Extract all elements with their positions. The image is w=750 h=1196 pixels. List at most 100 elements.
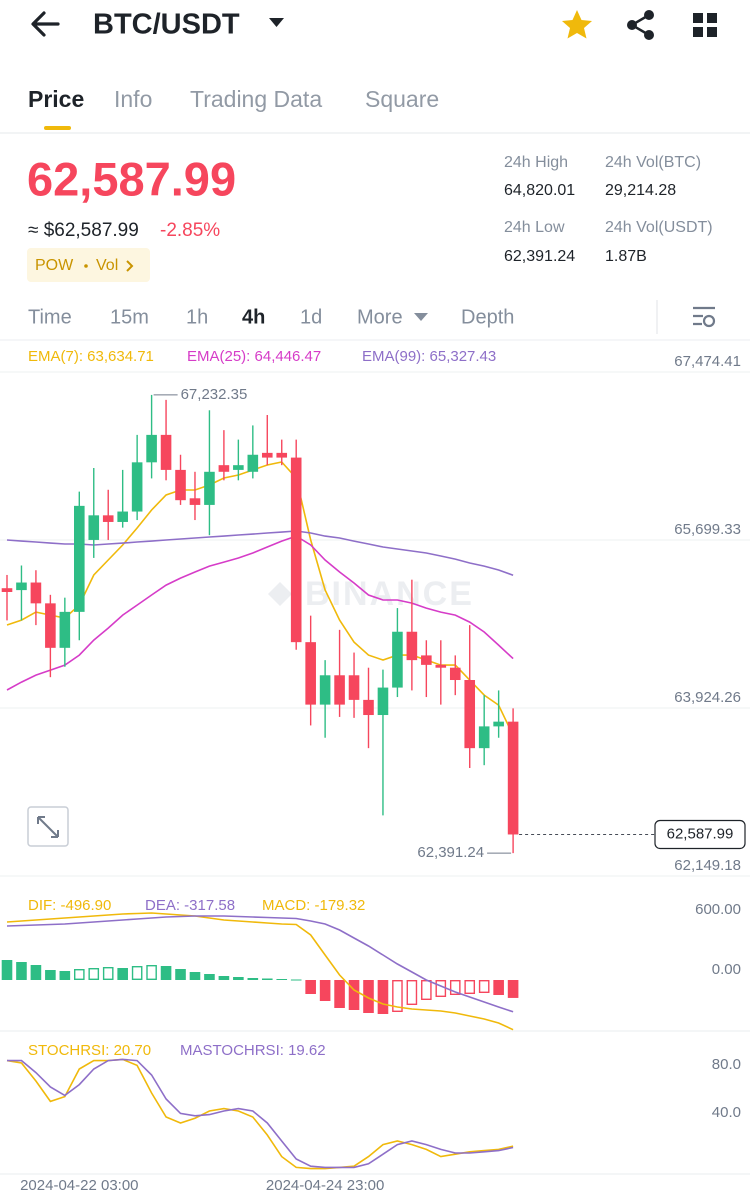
interval[interactable]: Time <box>28 306 72 328</box>
macd-bar <box>507 980 519 998</box>
tag: POW <box>35 257 74 274</box>
candle-body <box>363 699 374 716</box>
legend-entry: EMA(7): 63,634.71 <box>28 348 154 365</box>
stat-label: 24h Low <box>504 219 565 236</box>
macd-bar <box>493 980 504 995</box>
macd-bar <box>59 971 71 980</box>
candle-body <box>319 675 331 705</box>
candle-body <box>88 515 100 540</box>
stoch-line <box>7 1058 514 1169</box>
candle-body <box>334 675 345 705</box>
macd-bar <box>449 980 461 996</box>
candle-body <box>276 452 288 458</box>
annotation-label: 62,391.24 <box>417 844 484 861</box>
candle-body <box>160 434 172 470</box>
macd-bar <box>290 979 302 981</box>
candle-body <box>261 452 273 458</box>
macd-bar <box>218 976 230 980</box>
last-price-label: 62,587.99 <box>667 825 734 842</box>
interval[interactable]: 1d <box>300 306 322 328</box>
legend-entry: MASTOCHRSI: 19.62 <box>180 1042 326 1059</box>
pair-title[interactable]: BTC/USDT <box>93 9 240 41</box>
stat-value: 1.87B <box>605 248 647 265</box>
favorite-star[interactable] <box>562 10 592 39</box>
last-price: 62,587.99 <box>27 152 236 205</box>
candle-body <box>59 611 71 648</box>
more-dropdown[interactable] <box>414 313 428 321</box>
pair-dropdown[interactable] <box>269 18 284 27</box>
y-tick-label: 67,474.41 <box>674 353 741 370</box>
candle-body <box>290 457 302 643</box>
grid-cell <box>693 13 703 23</box>
macd-line <box>6 912 514 1031</box>
y-tick-label: 80.0 <box>712 1056 741 1073</box>
expand-button[interactable] <box>27 806 69 847</box>
stat-label: 24h Vol(BTC) <box>605 154 701 171</box>
candle-body <box>449 667 461 681</box>
share-button[interactable] <box>627 10 654 40</box>
candle-body <box>392 631 403 688</box>
expand-icon <box>37 816 59 838</box>
macd-bar <box>478 980 490 994</box>
settings-gear <box>702 314 716 328</box>
price-change: -2.85% <box>160 220 220 241</box>
candle-body <box>117 511 128 522</box>
candle-body <box>435 664 447 668</box>
grid-cell <box>707 13 717 23</box>
chart-settings[interactable] <box>693 306 716 328</box>
legend-entry: EMA(99): 65,327.43 <box>362 348 496 365</box>
grid-cell <box>693 27 703 37</box>
grid-menu[interactable] <box>693 13 717 37</box>
y-tick-label: 63,924.26 <box>674 689 741 706</box>
macd-bar <box>392 980 403 1013</box>
grid-cell <box>707 27 717 37</box>
legend-entry: DEA: -317.58 <box>145 897 235 914</box>
interval-active[interactable]: 4h <box>242 306 265 328</box>
interval[interactable]: 1h <box>186 306 208 328</box>
macd-bar <box>334 980 345 1008</box>
candle-body <box>406 631 418 661</box>
candle-body <box>102 515 114 522</box>
legend-entry: MACD: -179.32 <box>262 897 365 914</box>
interval[interactable]: More <box>357 306 403 328</box>
candle-body <box>493 721 504 727</box>
tab[interactable]: Trading Data <box>190 86 322 112</box>
macd-bar <box>363 980 374 1013</box>
interval[interactable]: 15m <box>110 306 149 328</box>
candle-body <box>233 465 244 470</box>
y-tick-label: 62,149.18 <box>674 857 741 874</box>
macd-bar <box>175 969 186 980</box>
macd-bar <box>377 980 389 1014</box>
candle-body <box>507 721 519 835</box>
tag-chip[interactable]: POW Vol <box>27 248 150 282</box>
macd-line <box>6 915 514 1013</box>
tag-bg <box>27 248 150 282</box>
y-tick-label: 0.00 <box>712 961 741 978</box>
candle-body <box>247 454 259 472</box>
macd-bar <box>421 980 432 1001</box>
back-button[interactable] <box>31 11 60 37</box>
tab[interactable]: Info <box>114 86 152 112</box>
legend-entry: STOCHRSI: 20.70 <box>28 1042 151 1059</box>
interval[interactable]: Depth <box>461 306 514 328</box>
settings-lines <box>693 306 715 326</box>
tab[interactable]: Square <box>365 86 439 112</box>
candle-body <box>204 471 215 505</box>
macd-bar <box>435 980 447 998</box>
candle-body <box>30 582 42 604</box>
annotation-label: 67,232.35 <box>181 386 248 403</box>
tag-chevron <box>126 260 134 272</box>
ema-line <box>6 530 514 576</box>
tab-underline <box>44 126 71 130</box>
tag: Vol <box>96 257 118 274</box>
macd-bar <box>247 978 259 980</box>
tab-active[interactable]: Price <box>28 86 84 112</box>
macd-bar <box>305 980 316 994</box>
candle-body <box>218 465 230 472</box>
stat-value: 29,214.28 <box>605 182 676 199</box>
macd-bar <box>131 966 143 981</box>
candle-body <box>478 726 490 749</box>
macd-bar <box>276 979 288 980</box>
macd-bar <box>16 962 27 980</box>
